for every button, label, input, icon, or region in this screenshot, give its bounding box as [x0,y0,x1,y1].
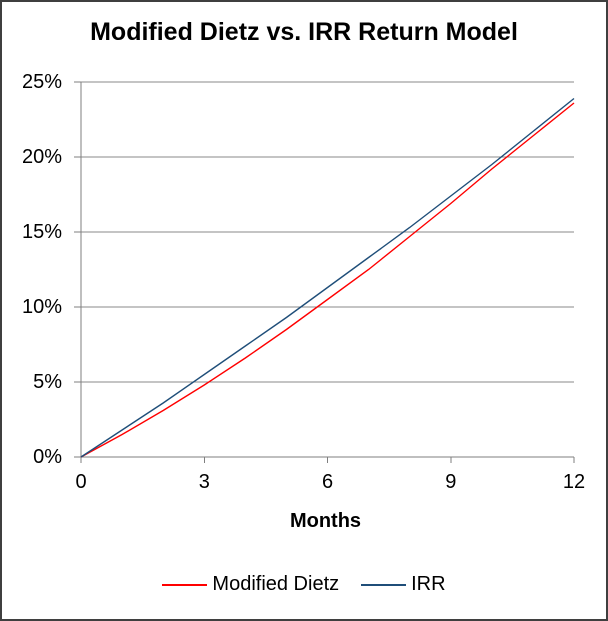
legend-label: IRR [411,573,446,595]
legend-label: Modified Dietz [212,573,340,595]
gridlines [81,81,574,383]
y-axis-tick-label-15: 15% [21,221,62,243]
legend-item-irr: IRR [361,573,446,596]
y-axis-tick-label-10: 10% [21,296,62,318]
legend-line-swatch-modified-dietz [162,583,208,586]
x-axis-title: Months [289,510,362,532]
y-axis-tick-label-5: 5% [33,371,62,393]
x-axis-tick-label-6: 6 [321,471,334,493]
series-lines [80,97,575,458]
legend-line-swatch-irr [361,583,407,586]
y-axis-tick-label-0: 0% [33,446,62,468]
x-axis-tick-label-3: 3 [198,471,210,493]
y-axis-tick-label-25: 25% [21,71,62,93]
legend-item-modified-dietz: Modified Dietz [162,573,339,596]
axes [74,81,575,463]
legend: Modified Dietz IRR [2,573,606,596]
series-line-irr [80,97,575,458]
y-axis-tick-label-20: 20% [21,146,62,168]
x-axis-tick-label-9: 9 [445,471,457,493]
x-axis-tick-label-0: 0 [75,471,87,493]
chart-title: Modified Dietz vs. IRR Return Model [90,18,518,46]
series-line-modified-dietz [80,102,575,458]
x-axis-tick-label-12: 12 [562,471,586,493]
